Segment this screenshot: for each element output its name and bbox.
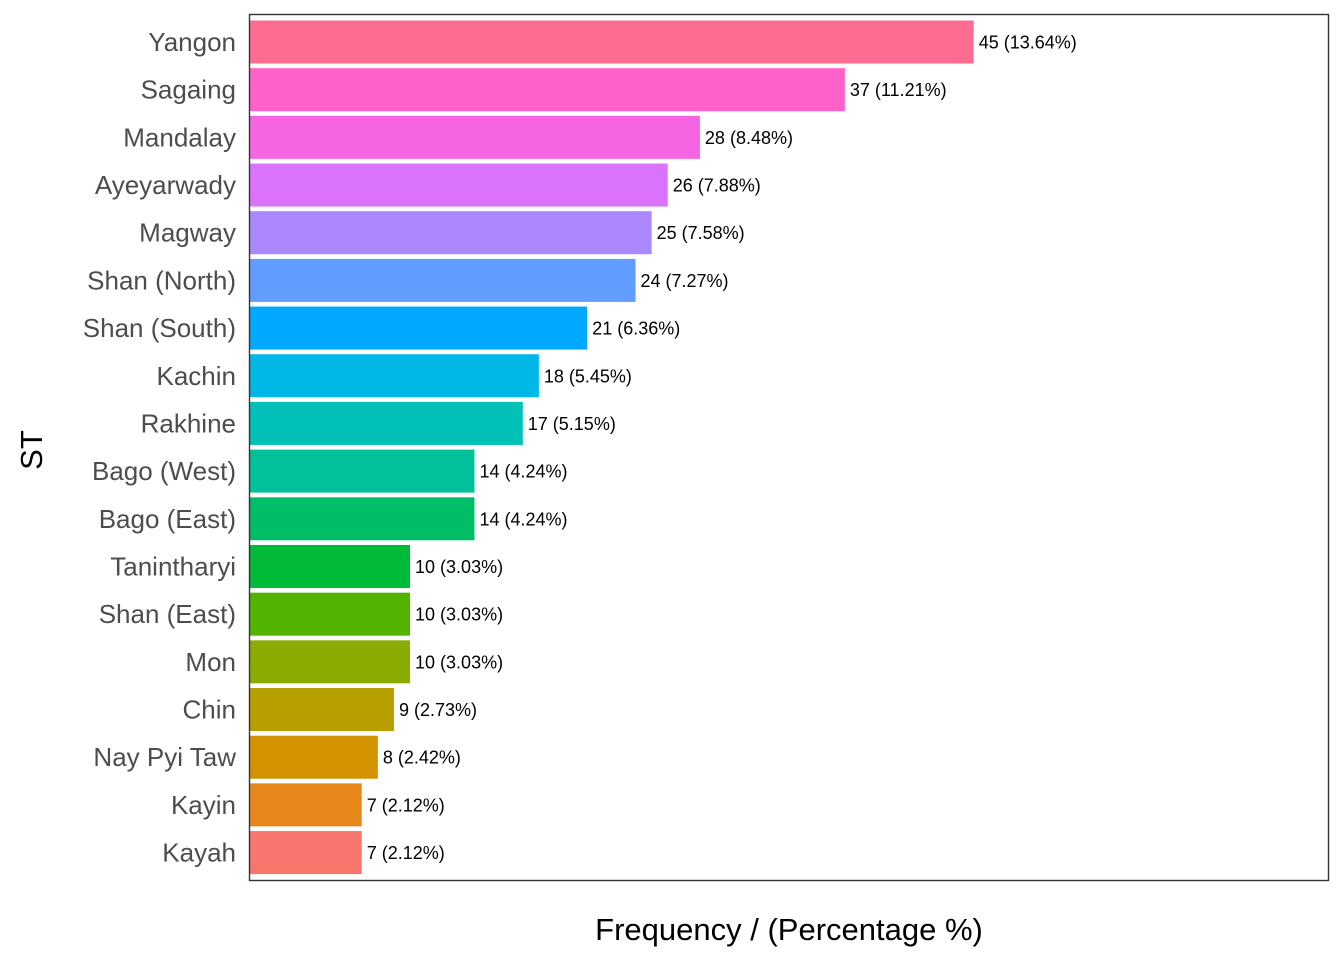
data-label: 25 (7.58%) (657, 223, 745, 243)
category-label: Shan (South) (83, 313, 236, 343)
data-label: 9 (2.73%) (399, 700, 477, 720)
bar-rakhine (249, 401, 523, 445)
data-label: 28 (8.48%) (705, 128, 793, 148)
data-label: 10 (3.03%) (415, 605, 503, 625)
category-label: Sagaing (141, 75, 236, 105)
category-label: Magway (139, 218, 236, 248)
bar-tanintharyi (249, 544, 411, 588)
bar-kayah (249, 831, 362, 875)
bar-bago-east (249, 497, 475, 541)
bar-nay-pyi-taw (249, 735, 378, 779)
bar-magway (249, 211, 652, 255)
data-labels: 45 (13.64%) 37 (11.21%) 28 (8.48%) 26 (7.88… (367, 33, 1077, 864)
category-label: Nay Pyi Taw (93, 742, 236, 772)
data-label: 37 (11.21%) (850, 80, 947, 100)
data-label: 18 (5.45%) (544, 366, 632, 386)
bar-mandalay (249, 115, 700, 159)
data-label: 14 (4.24%) (479, 509, 567, 529)
category-label: Kayah (162, 838, 236, 868)
category-label: Shan (North) (87, 265, 236, 295)
category-label: Ayeyarwady (95, 170, 236, 200)
category-label: Rakhine (141, 408, 236, 438)
x-axis-title: Frequency / (Percentage %) (595, 912, 983, 947)
bar-shan-south (249, 306, 588, 350)
data-label: 14 (4.24%) (479, 462, 567, 482)
category-label: Kayin (171, 790, 236, 820)
data-label: 7 (2.12%) (367, 795, 445, 815)
category-labels: Yangon Sagaing Mandalay Ayeyarwady Magway Sha… (83, 27, 236, 868)
data-label: 10 (3.03%) (415, 557, 503, 577)
category-label: Tanintharyi (110, 551, 236, 581)
category-label: Kachin (157, 361, 237, 391)
data-label: 8 (2.42%) (383, 748, 461, 768)
category-label: Mon (185, 647, 236, 677)
data-label: 17 (5.15%) (528, 414, 616, 434)
data-label: 45 (13.64%) (979, 33, 1077, 53)
bars-layer (249, 20, 974, 875)
data-label: 21 (6.36%) (592, 319, 680, 339)
category-label: Bago (East) (99, 504, 236, 534)
category-label: Mandalay (123, 122, 236, 152)
category-label: Yangon (148, 27, 236, 57)
bar-bago-west (249, 449, 475, 493)
data-label: 7 (2.12%) (367, 843, 445, 863)
data-label: 10 (3.03%) (415, 652, 503, 672)
bar-kachin (249, 354, 539, 398)
data-label: 26 (7.88%) (673, 176, 761, 196)
bar-ayeyarwady (249, 163, 668, 207)
category-label: Bago (West) (92, 456, 236, 486)
bar-sagaing (249, 68, 845, 112)
y-axis-title: ST (14, 430, 49, 470)
category-label: Chin (183, 695, 236, 725)
bar-kayin (249, 783, 362, 827)
bar-shan-east (249, 592, 411, 636)
data-label: 24 (7.27%) (641, 271, 729, 291)
bar-mon (249, 640, 411, 684)
bar-shan-north (249, 258, 636, 302)
bar-chin (249, 688, 394, 732)
plot-panel-border (248, 13, 1330, 882)
bar-yangon (249, 20, 974, 64)
category-label: Shan (East) (99, 599, 236, 629)
